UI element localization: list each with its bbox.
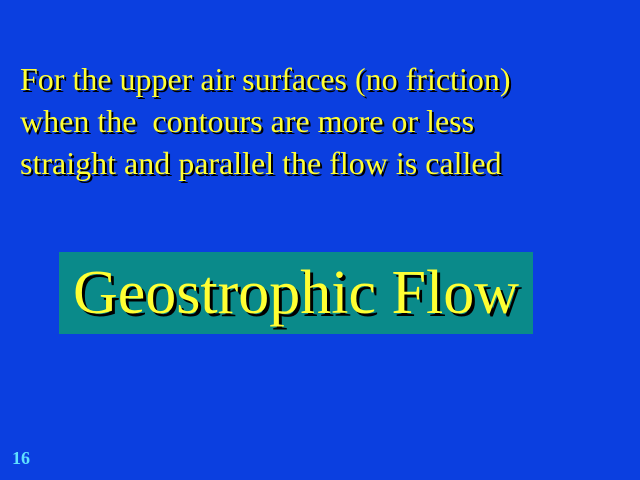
body-line-2: when the contours are more or less bbox=[20, 103, 475, 139]
slide-body-text: For the upper air surfaces (no friction)… bbox=[20, 58, 620, 184]
highlight-box: Geostrophic Flow bbox=[59, 252, 533, 334]
body-line-3: straight and parallel the flow is called bbox=[20, 145, 502, 181]
slide-number: 16 bbox=[12, 448, 30, 468]
highlight-term: Geostrophic Flow bbox=[72, 259, 520, 327]
body-line-1: For the upper air surfaces (no friction) bbox=[20, 61, 511, 97]
